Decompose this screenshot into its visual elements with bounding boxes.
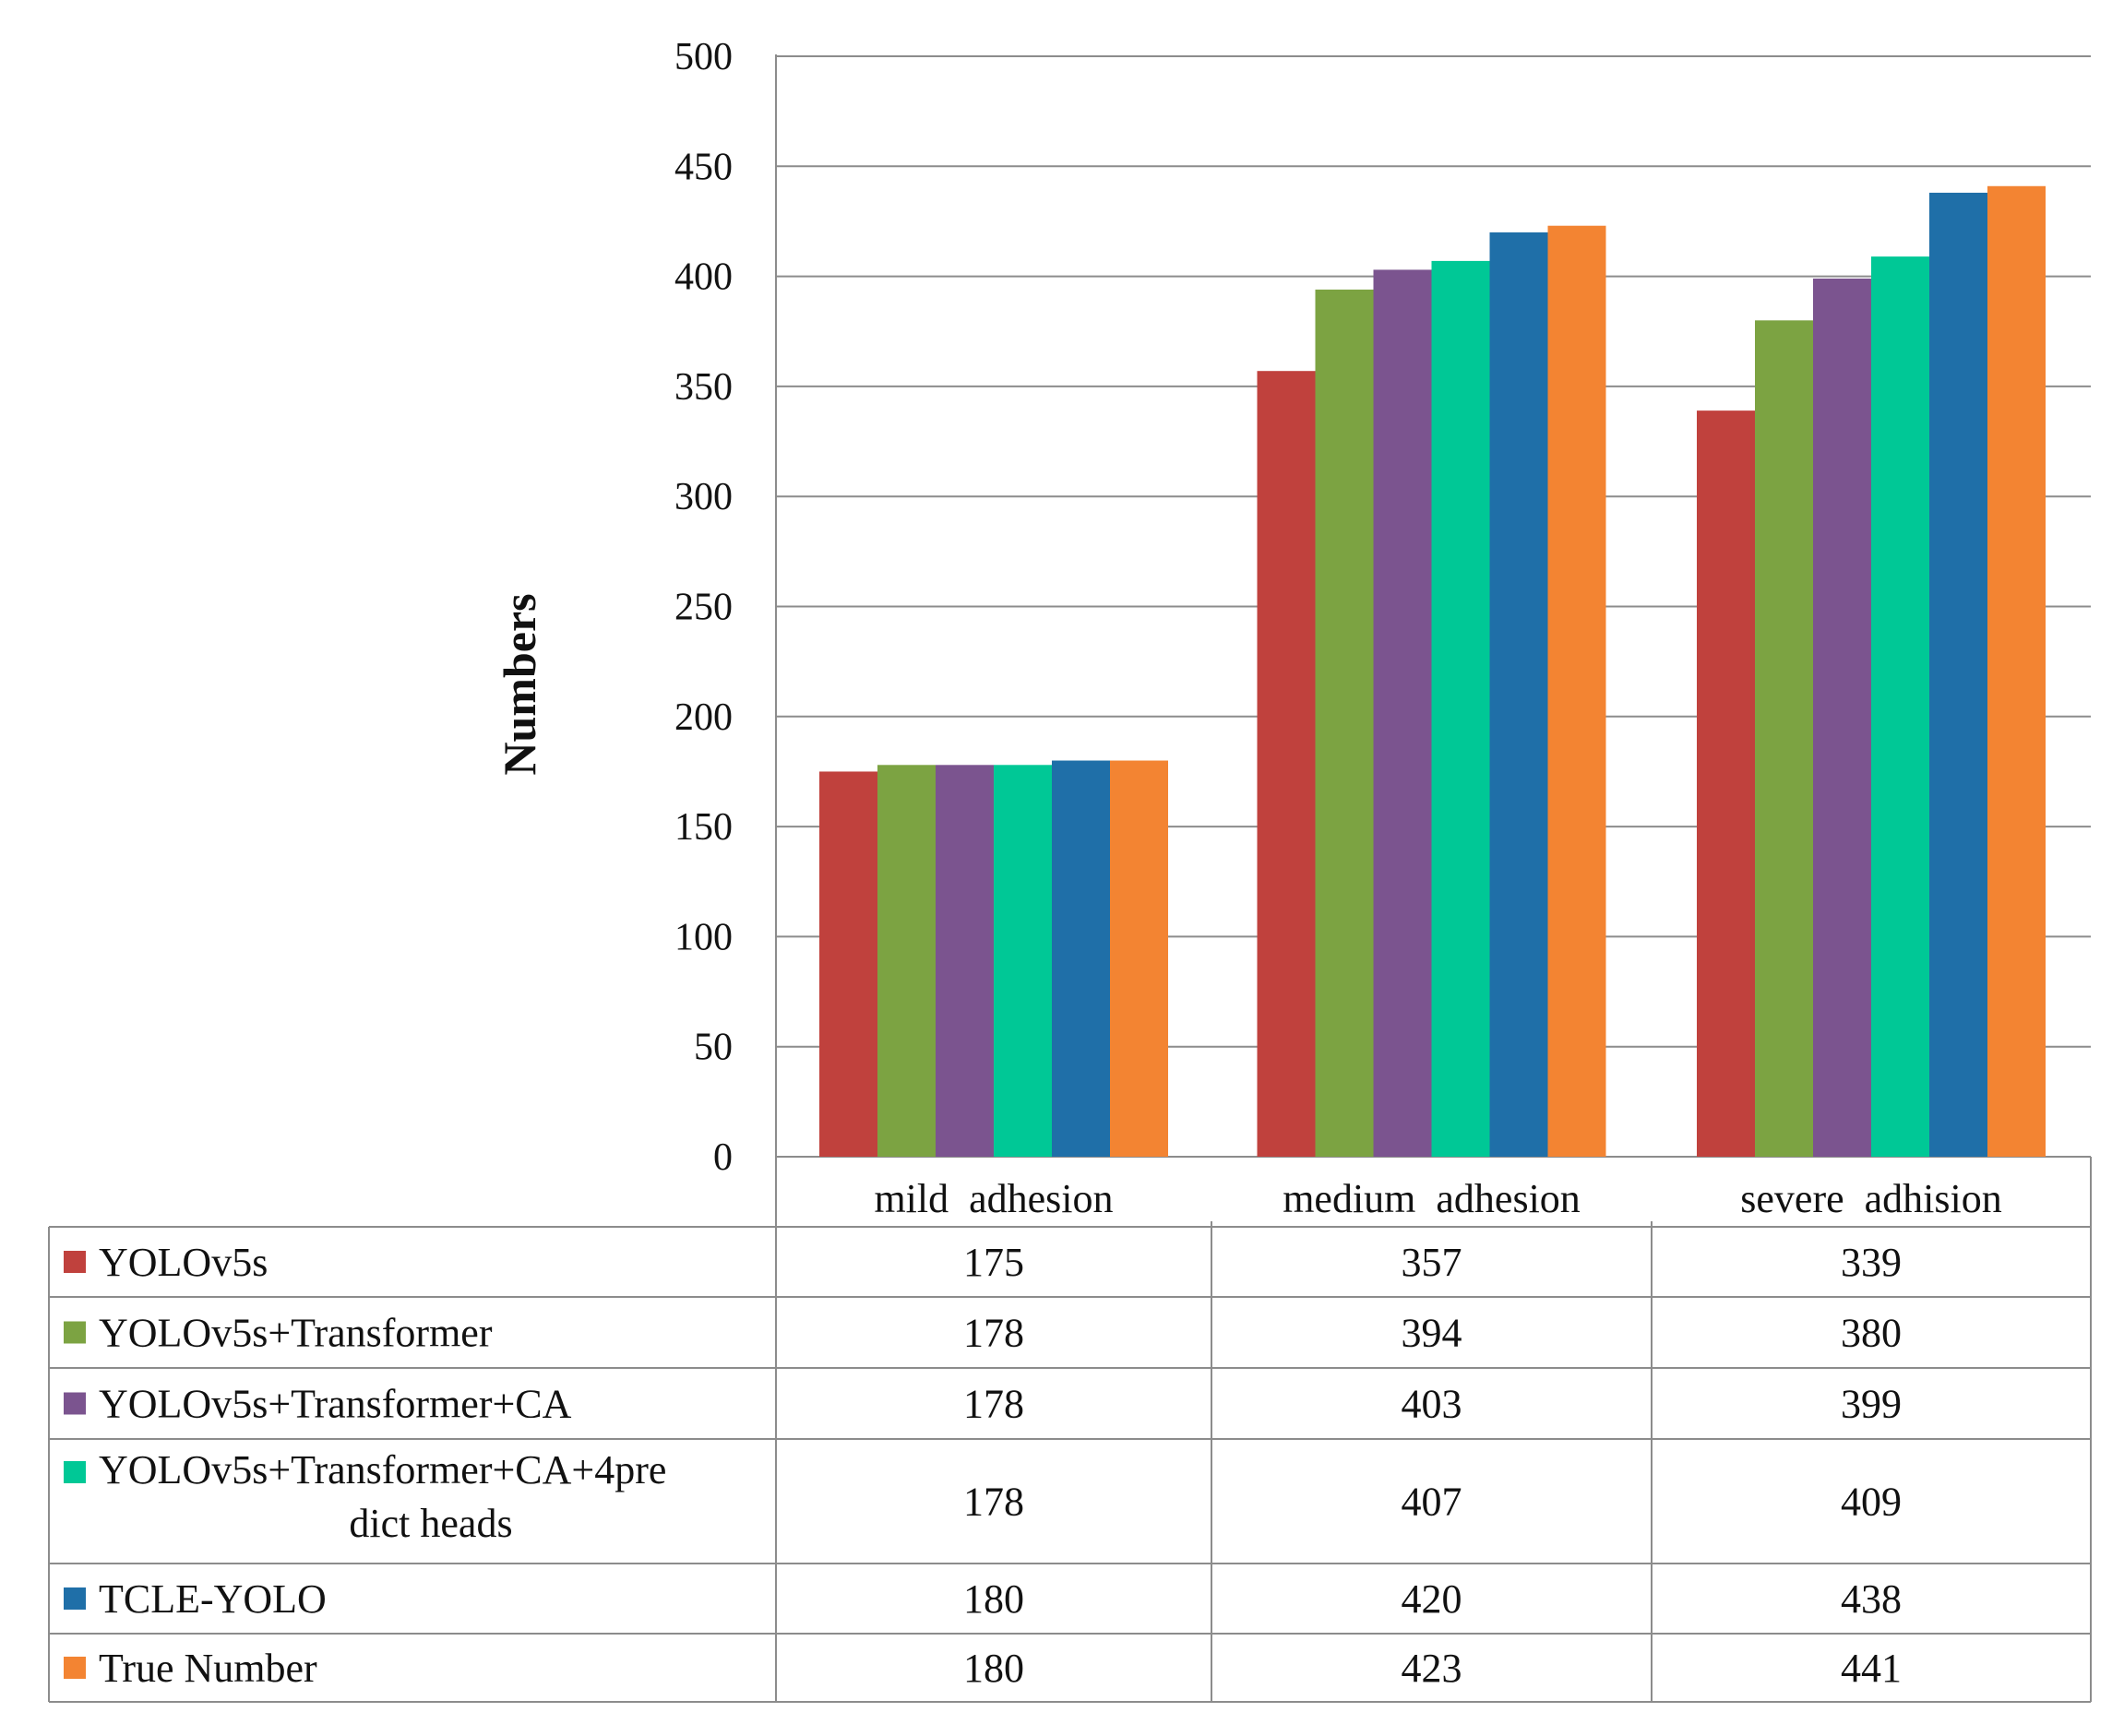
bar [994, 765, 1052, 1157]
x-tick-label: severe adhision [1740, 1176, 2001, 1221]
y-tick-label: 0 [713, 1136, 733, 1179]
table-value: 357 [1402, 1240, 1462, 1285]
legend-label: YOLOv5s+Transformer+CA+4pre [99, 1447, 666, 1492]
y-tick-label: 250 [674, 587, 733, 629]
legend-label: dict heads [349, 1501, 512, 1546]
y-tick-label: 350 [674, 366, 733, 409]
table-value: 394 [1402, 1311, 1462, 1356]
table-value: 178 [963, 1311, 1024, 1356]
bar [1697, 410, 1755, 1157]
table-value: 180 [963, 1576, 1024, 1622]
table-value: 409 [1841, 1480, 1902, 1525]
bar [1315, 289, 1374, 1157]
table-value: 178 [963, 1382, 1024, 1427]
bar [1257, 371, 1316, 1157]
legend-swatch [64, 1321, 86, 1344]
bar [936, 765, 994, 1157]
table-value: 441 [1841, 1646, 1902, 1691]
legend-swatch [64, 1392, 86, 1415]
table-value: 178 [963, 1480, 1024, 1525]
legend-label: YOLOv5s [99, 1240, 268, 1285]
bar [1871, 256, 1929, 1158]
bar [1489, 232, 1548, 1157]
table-value: 180 [963, 1646, 1024, 1691]
legend-label: TCLE-YOLO [99, 1576, 327, 1622]
legend-label: YOLOv5s+Transformer [99, 1311, 493, 1356]
y-axis-title: Numbers [494, 593, 545, 775]
y-tick-label: 50 [694, 1027, 733, 1069]
bar [1929, 192, 1987, 1157]
y-tick-label: 100 [674, 916, 733, 958]
bar [877, 765, 936, 1157]
bar [1987, 185, 2046, 1157]
bars-layer [819, 185, 2046, 1158]
y-tick-label: 450 [674, 146, 733, 188]
legend-swatch [64, 1461, 86, 1483]
bar [1373, 269, 1432, 1157]
table-value: 399 [1841, 1382, 1902, 1427]
table-value: 438 [1841, 1576, 1902, 1622]
table-value: 403 [1402, 1382, 1462, 1427]
y-tick-label: 150 [674, 806, 733, 849]
legend-swatch [64, 1587, 86, 1610]
legend-label: YOLOv5s+Transformer+CA [99, 1382, 572, 1427]
table-value: 380 [1841, 1311, 1902, 1356]
table-value: 423 [1402, 1646, 1462, 1691]
x-tick-label: medium adhesion [1283, 1176, 1581, 1221]
y-tick-label: 400 [674, 256, 733, 299]
axis-layer: Numbers 0 50 100 150 200 250 300 350 400 450 500 mi… [494, 36, 2002, 1702]
bar [1547, 225, 1606, 1158]
bar [1052, 760, 1110, 1157]
y-tick-label: 200 [674, 696, 733, 739]
bar [1813, 278, 1871, 1158]
x-tick-label: mild adhesion [874, 1176, 1113, 1221]
bar [819, 771, 877, 1157]
bar [1431, 260, 1490, 1157]
y-tick-label: 500 [674, 36, 733, 78]
legend-label: True Number [99, 1646, 317, 1691]
bar [1110, 760, 1168, 1157]
table-value: 420 [1402, 1576, 1462, 1622]
y-tick-label: 300 [674, 476, 733, 518]
bar [1755, 320, 1813, 1157]
legend-swatch [64, 1251, 86, 1273]
table-value: 175 [963, 1240, 1024, 1285]
table-value: 339 [1841, 1240, 1902, 1285]
data-table: YOLOv5s 175 357 339 YOLOv5s+Transformer 178 39… [48, 1157, 2092, 1703]
legend-swatch [64, 1657, 86, 1679]
table-value: 407 [1402, 1480, 1462, 1525]
